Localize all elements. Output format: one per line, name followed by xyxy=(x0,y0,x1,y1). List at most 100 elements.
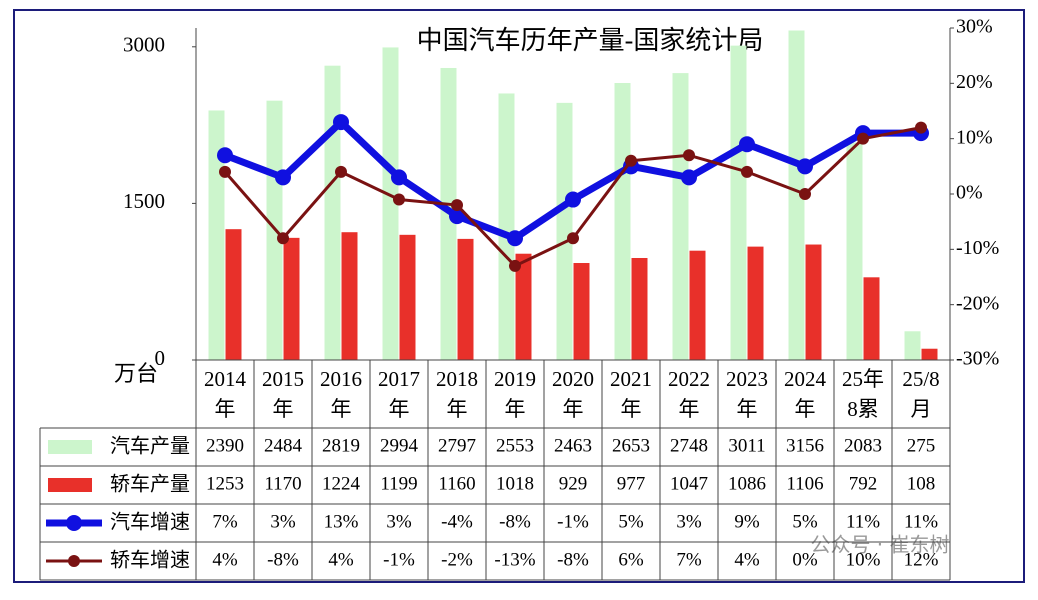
x-tick-label: 年 xyxy=(273,397,294,421)
table-cell: 2484 xyxy=(264,435,303,456)
y-unit: 万台 xyxy=(114,361,158,386)
marker xyxy=(799,188,811,200)
y-tick-label: 1500 xyxy=(123,189,165,213)
table-cell: 3% xyxy=(676,511,702,532)
bar xyxy=(672,73,689,361)
x-tick-label: 2022 xyxy=(668,367,710,391)
x-tick-label: 年 xyxy=(505,397,526,421)
x-tick-label: 年 xyxy=(563,397,584,421)
x-tick-label: 年 xyxy=(737,397,758,421)
table-cell: 1224 xyxy=(322,473,361,494)
y2-tick-label: 30% xyxy=(956,16,993,38)
bar xyxy=(283,237,300,360)
bar xyxy=(730,45,747,361)
bar xyxy=(225,229,242,360)
marker xyxy=(681,169,697,186)
table-cell: 9% xyxy=(734,511,760,532)
legend-label: 轿车增速 xyxy=(110,548,190,572)
table-cell: 5% xyxy=(792,511,818,532)
table-cell: 10% xyxy=(846,549,881,570)
table-cell: 4% xyxy=(734,549,760,570)
bar xyxy=(846,142,863,360)
x-tick-label: 2016 xyxy=(320,367,362,391)
bar xyxy=(863,277,880,360)
y-tick-label: 3000 xyxy=(123,33,165,57)
bar xyxy=(457,238,474,360)
x-tick-label: 年 xyxy=(389,397,410,421)
bar xyxy=(341,232,358,360)
table-cell: -8% xyxy=(267,549,299,570)
x-tick-label: 8累 xyxy=(847,397,879,421)
table-cell: 3156 xyxy=(786,435,824,456)
table-cell: 977 xyxy=(617,473,646,494)
marker xyxy=(335,165,347,178)
x-tick-label: 年 xyxy=(679,397,700,421)
legend-label: 汽车产量 xyxy=(110,434,190,458)
y2-tick-label: 0% xyxy=(956,182,983,204)
table-cell: -2% xyxy=(441,549,473,570)
bar xyxy=(498,93,515,360)
table-cell: -8% xyxy=(557,549,589,570)
marker xyxy=(393,193,405,206)
bar xyxy=(573,263,590,360)
x-tick-label: 年 xyxy=(331,397,352,421)
table-cell: 275 xyxy=(907,435,936,456)
x-tick-label: 月 xyxy=(911,397,932,421)
marker xyxy=(333,114,349,131)
x-tick-label: 年 xyxy=(215,397,236,421)
table-cell: 6% xyxy=(618,549,644,570)
marker xyxy=(507,230,523,247)
table-cell: 108 xyxy=(907,473,936,494)
x-tick-label: 年 xyxy=(621,397,642,421)
marker xyxy=(683,149,695,162)
table-cell: 2819 xyxy=(322,435,360,456)
table-cell: 2390 xyxy=(206,435,244,456)
table-cell: 13% xyxy=(324,511,359,532)
table-cell: 7% xyxy=(212,511,238,532)
x-tick-label: 25年 xyxy=(842,367,884,391)
legend-swatch xyxy=(68,555,80,567)
bar xyxy=(805,244,822,360)
table-cell: 3011 xyxy=(728,435,765,456)
table-cell: 5% xyxy=(618,511,644,532)
marker xyxy=(567,232,579,245)
bar xyxy=(689,250,706,360)
table-cell: 929 xyxy=(559,473,588,494)
table-cell: 2083 xyxy=(844,435,882,456)
bar xyxy=(614,83,631,360)
table-cell: 11% xyxy=(904,511,938,532)
marker xyxy=(857,132,869,145)
chart-title: 中国汽车历年产量-国家统计局 xyxy=(417,26,764,55)
marker xyxy=(449,208,465,225)
y-tick-label: 0 xyxy=(155,346,166,370)
marker xyxy=(451,199,463,212)
x-tick-label: 2019 xyxy=(494,367,536,391)
table-cell: 7% xyxy=(676,549,702,570)
legend-label: 轿车产量 xyxy=(110,472,190,496)
bar xyxy=(399,234,416,360)
table-cell: 4% xyxy=(328,549,354,570)
y2-tick-label: -20% xyxy=(956,292,999,314)
legend-swatch xyxy=(66,515,82,531)
x-tick-label: 2021 xyxy=(610,367,652,391)
table-cell: 3% xyxy=(270,511,296,532)
bar xyxy=(747,246,764,360)
table-cell: 0% xyxy=(792,549,818,570)
table-cell: 1018 xyxy=(496,473,534,494)
marker xyxy=(625,154,637,167)
table-cell: 1253 xyxy=(206,473,244,494)
table-cell: 2994 xyxy=(380,435,419,456)
table-cell: 11% xyxy=(846,511,880,532)
bar xyxy=(556,102,573,361)
bar xyxy=(631,257,648,360)
x-tick-label: 2024 xyxy=(784,367,827,391)
x-tick-label: 2014 xyxy=(204,367,247,391)
marker xyxy=(219,165,231,178)
marker xyxy=(741,165,753,178)
marker xyxy=(391,169,407,186)
table-cell: 1106 xyxy=(786,473,823,494)
x-tick-label: 年 xyxy=(795,397,816,421)
table-cell: -4% xyxy=(441,511,473,532)
table-cell: -13% xyxy=(494,549,535,570)
